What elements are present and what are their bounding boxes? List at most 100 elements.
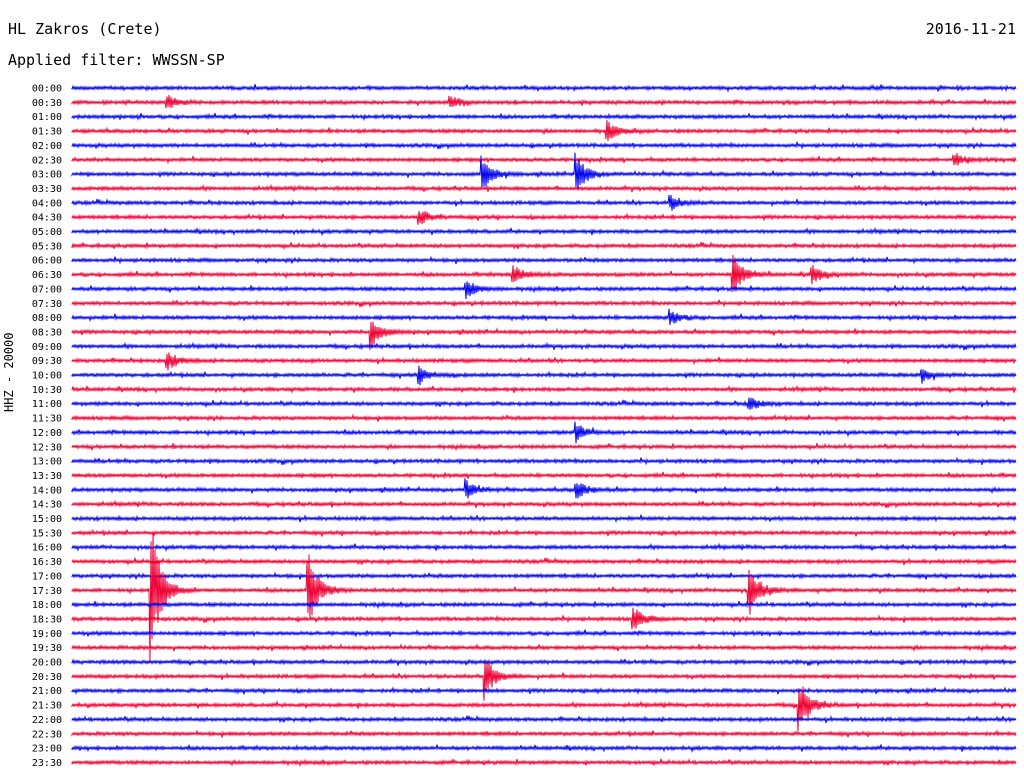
trace-line — [71, 141, 1017, 151]
row-time-label: 20:00 — [32, 658, 62, 669]
row-time-label: 05:30 — [32, 241, 62, 252]
trace-line — [71, 413, 1017, 423]
trace-line — [71, 442, 1017, 452]
row-time-label: 23:30 — [32, 758, 62, 769]
filter-label: Applied filter: WWSSN-SP — [8, 51, 225, 69]
row-time-label: 05:00 — [32, 227, 62, 238]
row-time-label: 02:30 — [32, 155, 62, 166]
row-time-label: 06:00 — [32, 256, 62, 267]
trace-line — [71, 352, 1017, 371]
row-time-label: 22:30 — [32, 729, 62, 740]
trace-line — [71, 299, 1017, 308]
trace-line — [71, 686, 1017, 695]
row-time-label: 11:00 — [32, 399, 62, 410]
row-time-label: 04:00 — [32, 198, 62, 209]
trace-line — [71, 661, 1017, 701]
row-time-label: 12:30 — [32, 442, 62, 453]
trace-line — [71, 571, 1017, 581]
row-time-label: 23:00 — [32, 744, 62, 755]
row-time-label: 08:30 — [32, 327, 62, 338]
row-time-label: 21:30 — [32, 701, 62, 712]
trace-line — [71, 365, 1017, 386]
row-time-label: 12:00 — [32, 428, 62, 439]
trace-line — [71, 743, 1017, 754]
row-time-label: 13:30 — [32, 471, 62, 482]
trace-line — [71, 152, 1017, 191]
row-time-label: 16:00 — [32, 543, 62, 554]
row-time-label: 10:00 — [32, 371, 62, 382]
trace-line — [71, 657, 1017, 667]
row-time-label: 19:30 — [32, 643, 62, 654]
date-label: 2016-11-21 — [925, 20, 1016, 38]
row-time-label: 18:00 — [32, 600, 62, 611]
row-time-label: 14:30 — [32, 500, 62, 511]
trace-line — [71, 471, 1017, 481]
row-time-label: 15:00 — [32, 514, 62, 525]
row-time-label: 04:30 — [32, 213, 62, 224]
trace-line — [71, 194, 1017, 211]
row-time-label: 09:30 — [32, 356, 62, 367]
trace-line — [71, 528, 1017, 538]
trace-line — [71, 643, 1017, 653]
row-time-label: 13:00 — [32, 457, 62, 468]
trace-line — [71, 421, 1017, 444]
station-title: HL Zakros (Crete) — [8, 20, 162, 38]
row-time-label: 22:00 — [32, 715, 62, 726]
row-time-label: 06:30 — [32, 270, 62, 281]
row-time-label: 14:00 — [32, 485, 62, 496]
row-time-label: 00:00 — [32, 84, 62, 95]
trace-line — [71, 514, 1017, 524]
row-time-label: 02:00 — [32, 141, 62, 152]
trace-line — [71, 478, 1017, 499]
row-time-label: 01:30 — [32, 127, 62, 138]
trace-line — [71, 556, 1017, 566]
trace-line — [71, 241, 1017, 251]
trace-line — [71, 255, 1017, 265]
trace-line — [71, 183, 1017, 193]
trace-line — [71, 254, 1017, 293]
trace-line — [71, 321, 1017, 350]
trace-line — [71, 153, 1017, 166]
row-time-label: 20:30 — [32, 672, 62, 683]
row-time-label: 07:30 — [32, 299, 62, 310]
trace-line — [71, 607, 1017, 630]
trace-line — [71, 226, 1017, 237]
trace-line — [71, 533, 1017, 663]
row-time-label: 00:30 — [32, 98, 62, 109]
trace-line — [71, 281, 1017, 300]
trace-line — [71, 120, 1017, 142]
row-time-label: 01:00 — [32, 112, 62, 123]
trace-line — [71, 384, 1017, 394]
trace-line — [71, 542, 1017, 553]
row-time-label: 10:30 — [32, 385, 62, 396]
trace-line — [71, 456, 1017, 466]
row-time-label: 16:30 — [32, 557, 62, 568]
row-time-label: 07:00 — [32, 284, 62, 295]
row-time-label: 03:30 — [32, 184, 62, 195]
row-time-label: 17:30 — [32, 586, 62, 597]
trace-line — [71, 714, 1017, 724]
trace-line — [71, 629, 1017, 638]
trace-line — [71, 600, 1017, 610]
trace-line — [71, 211, 1017, 225]
trace-line — [71, 308, 1017, 326]
row-time-label: 03:00 — [32, 170, 62, 181]
row-time-label: 08:00 — [32, 313, 62, 324]
trace-line — [71, 758, 1017, 768]
trace-line — [71, 95, 1017, 109]
trace-line — [71, 83, 1017, 93]
row-time-label: 17:00 — [32, 571, 62, 582]
trace-line — [71, 397, 1017, 410]
row-time-label: 21:00 — [32, 686, 62, 697]
trace-line — [71, 499, 1017, 509]
trace-line — [71, 112, 1017, 122]
row-time-label: 11:30 — [32, 414, 62, 425]
trace-line — [71, 729, 1017, 738]
row-time-label: 19:00 — [32, 629, 62, 640]
row-time-label: 18:30 — [32, 614, 62, 625]
trace-line — [71, 686, 1017, 732]
trace-line — [71, 341, 1017, 352]
row-time-label: 15:30 — [32, 528, 62, 539]
row-time-label: 09:00 — [32, 342, 62, 353]
